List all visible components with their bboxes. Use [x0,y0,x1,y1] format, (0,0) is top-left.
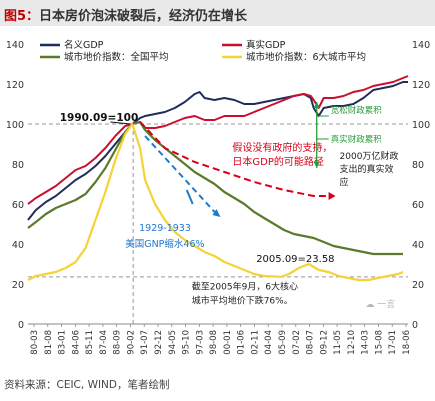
us-gnp-label-1: 1929-1933 [139,223,191,234]
x-tick-label: 95-10 [182,330,192,355]
hypothetical-label-1: 假设没有政府的支持， [232,141,332,154]
hypothetical-path-arrowhead [328,192,336,200]
x-tick-label: 08-07 [306,330,316,355]
hypothetical-label-2: 日本GDP的可能路径 [232,155,323,168]
y-tick-label-right: 140 [412,40,430,51]
x-tick-label: 90-02 [126,330,136,355]
series-land-price-national [27,120,403,256]
y-tick-label-left: 60 [12,200,24,211]
series-real-gdp [27,75,409,205]
x-tick-label: 01-06 [237,330,247,355]
x-tick-label: 97-03 [195,330,205,355]
x-tick-label: 84-06 [71,330,81,355]
y-tick-label-left: 100 [6,120,24,131]
x-tick-label: 15-08 [374,330,384,355]
legend-label: 真实GDP [246,39,286,51]
x-tick-label: 98-08 [209,330,219,355]
us-gnp-arrowhead [212,209,221,217]
y-tick-label-left: 40 [12,240,24,251]
y-tick-label-right: 60 [412,200,424,211]
series-land-price-six-cities [27,122,404,282]
y-tick-label-right: 40 [412,240,424,251]
x-tick-label: 91-07 [140,330,150,355]
stimulus-label-2: 支出的真实效 [340,163,394,175]
x-tick-label: 87-04 [99,330,109,355]
peak-label: 1990.09=100 [60,112,139,124]
x-tick-label: 81-08 [44,330,54,355]
x-tick-label: 17-01 [388,330,398,355]
low-point-label: 2005.09=23.58 [256,254,334,265]
note-label-1: 截至2005年9月，6大核心 [192,281,298,293]
source-note: 资料来源：CEIC, WIND，笔者绘制 [4,379,170,391]
y-tick-label-left: 80 [12,160,24,171]
x-tick-label: 85-11 [85,330,95,355]
y-tick-label-left: 20 [12,280,24,291]
legend: 名义GDP 真实GDP 城市地价指数：全国平均 城市地价指数：6大城市平均 [40,39,366,63]
x-tick-label: 80-03 [30,330,40,355]
stimulus-label-3: 应 [340,176,349,188]
y-tick-label-right: 120 [412,80,430,91]
us-gnp-pointer [185,189,194,205]
stimulus-label-1: 2000万亿财政 [340,150,399,162]
x-tick-label: 12-10 [347,330,357,355]
y-tick-label-left: 0 [18,320,24,331]
x-tick-label: 00-01 [223,330,233,355]
note-label-2: 城市平均地价下跌76%。 [192,295,293,307]
x-tick-label: 14-03 [361,330,371,355]
x-tick-label: 02-11 [250,330,260,355]
legend-label: 城市地价指数：全国平均 [64,51,169,63]
x-tick-label: 05-09 [278,330,288,355]
legend-label: 城市地价指数：6大城市平均 [246,51,366,63]
x-tick-label: 92-12 [154,330,164,355]
real-fiscal-label: 真实财政累积 [331,134,383,145]
y-tick-label-right: 20 [412,280,424,291]
title-bar: 图5：日本房价泡沫破裂后，经济仍在增长 [0,0,435,26]
legend-label: 名义GDP [64,39,104,51]
x-tick-label: 83-01 [58,330,68,355]
page-title: 图5：日本房价泡沫破裂后，经济仍在增长 [4,5,247,24]
x-tick-label: 04-04 [264,330,274,355]
x-tick-label: 11-05 [333,330,343,355]
annotations: 1990.09=100 假设没有政府的支持，日本GDP的可能路径 宽松财政累积真实财… [60,102,399,310]
fiscal-bracket-bottom-arrow [313,162,320,168]
series-nominal-gdp [27,81,408,221]
loose-fiscal-label: 宽松财政累积 [331,105,383,116]
chart: 0 20 40 60 80 100 120 140 0 20 40 60 80 100 120 140 80-0… [6,39,430,355]
y-tick-label-left: 120 [6,80,24,91]
hypothetical-path-line [139,121,334,197]
figure-title: 日本房价泡沫破裂后，经济仍在增长 [39,9,248,24]
fiscal-bracket-top-arrow [313,102,320,108]
y-tick-label-left: 140 [6,40,24,51]
y-tick-label-right: 80 [412,160,424,171]
y-tick-label-right: 100 [412,120,430,131]
x-tick-label: 94-05 [168,330,178,355]
series-lines [27,75,409,282]
x-tick-label: 07-02 [292,330,302,355]
watermark: ☁ 一言 [365,298,395,310]
chart-axes: 0 20 40 60 80 100 120 140 0 20 40 60 80 100 120 140 80-0… [6,40,430,355]
x-tick-label: 88-09 [113,330,123,355]
x-tick-label: 09-12 [319,330,329,355]
x-tick-label: 18-06 [402,330,412,355]
figure-number: 图5： [4,9,40,24]
peak-pointer [110,121,131,125]
us-gnp-label-2: 美国GNP缩水46% [125,238,204,250]
y-tick-label-right: 0 [412,320,418,331]
us-gnp-arrow-line [144,135,218,215]
